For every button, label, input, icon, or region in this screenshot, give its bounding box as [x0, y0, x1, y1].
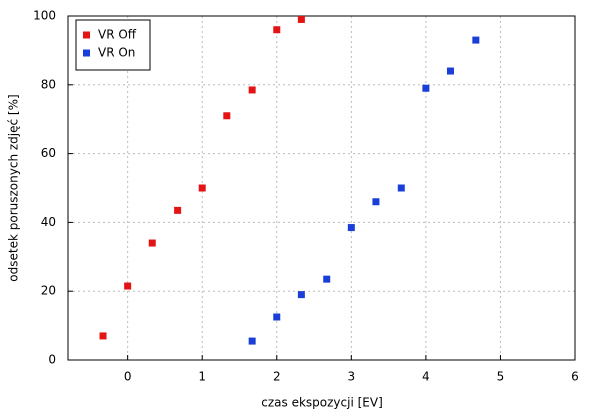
- y-tick-label: 80: [41, 77, 56, 91]
- legend-box: [75, 19, 151, 71]
- point: [223, 112, 231, 120]
- point: [397, 184, 405, 192]
- y-tick-label: 60: [41, 146, 56, 160]
- point: [297, 291, 305, 299]
- legend-swatch: [83, 31, 90, 39]
- point: [323, 275, 331, 283]
- x-tick-label: 3: [348, 370, 356, 384]
- legend-label: VR Off: [98, 28, 137, 42]
- x-tick-label: 0: [124, 370, 132, 384]
- point: [198, 184, 206, 192]
- y-tick-label: 40: [41, 215, 56, 229]
- point: [446, 67, 454, 75]
- y-tick-label: 100: [33, 9, 56, 23]
- point: [472, 36, 480, 44]
- point: [248, 337, 256, 345]
- x-axis-label: czas ekspozycji [EV]: [261, 396, 383, 410]
- x-tick-label: 4: [422, 370, 430, 384]
- y-tick-label: 20: [41, 284, 56, 298]
- x-tick-label: 1: [198, 370, 206, 384]
- plot-frame: [67, 15, 576, 361]
- point: [372, 198, 380, 206]
- y-axis-label: odsetek poruszonych zdjęć [%]: [7, 94, 21, 281]
- point: [174, 206, 182, 214]
- x-tick-label: 2: [273, 370, 281, 384]
- point: [99, 332, 107, 340]
- y-tick-label: 0: [48, 353, 56, 367]
- point: [248, 86, 256, 94]
- point: [297, 15, 305, 23]
- point: [273, 313, 281, 321]
- point: [347, 224, 355, 232]
- legend-label: VR On: [98, 46, 135, 60]
- point: [273, 26, 281, 34]
- x-tick-label: 5: [497, 370, 505, 384]
- legend-swatch: [83, 49, 90, 57]
- point: [422, 84, 430, 92]
- point: [124, 282, 132, 290]
- point: [148, 239, 156, 247]
- x-tick-label: 6: [571, 370, 579, 384]
